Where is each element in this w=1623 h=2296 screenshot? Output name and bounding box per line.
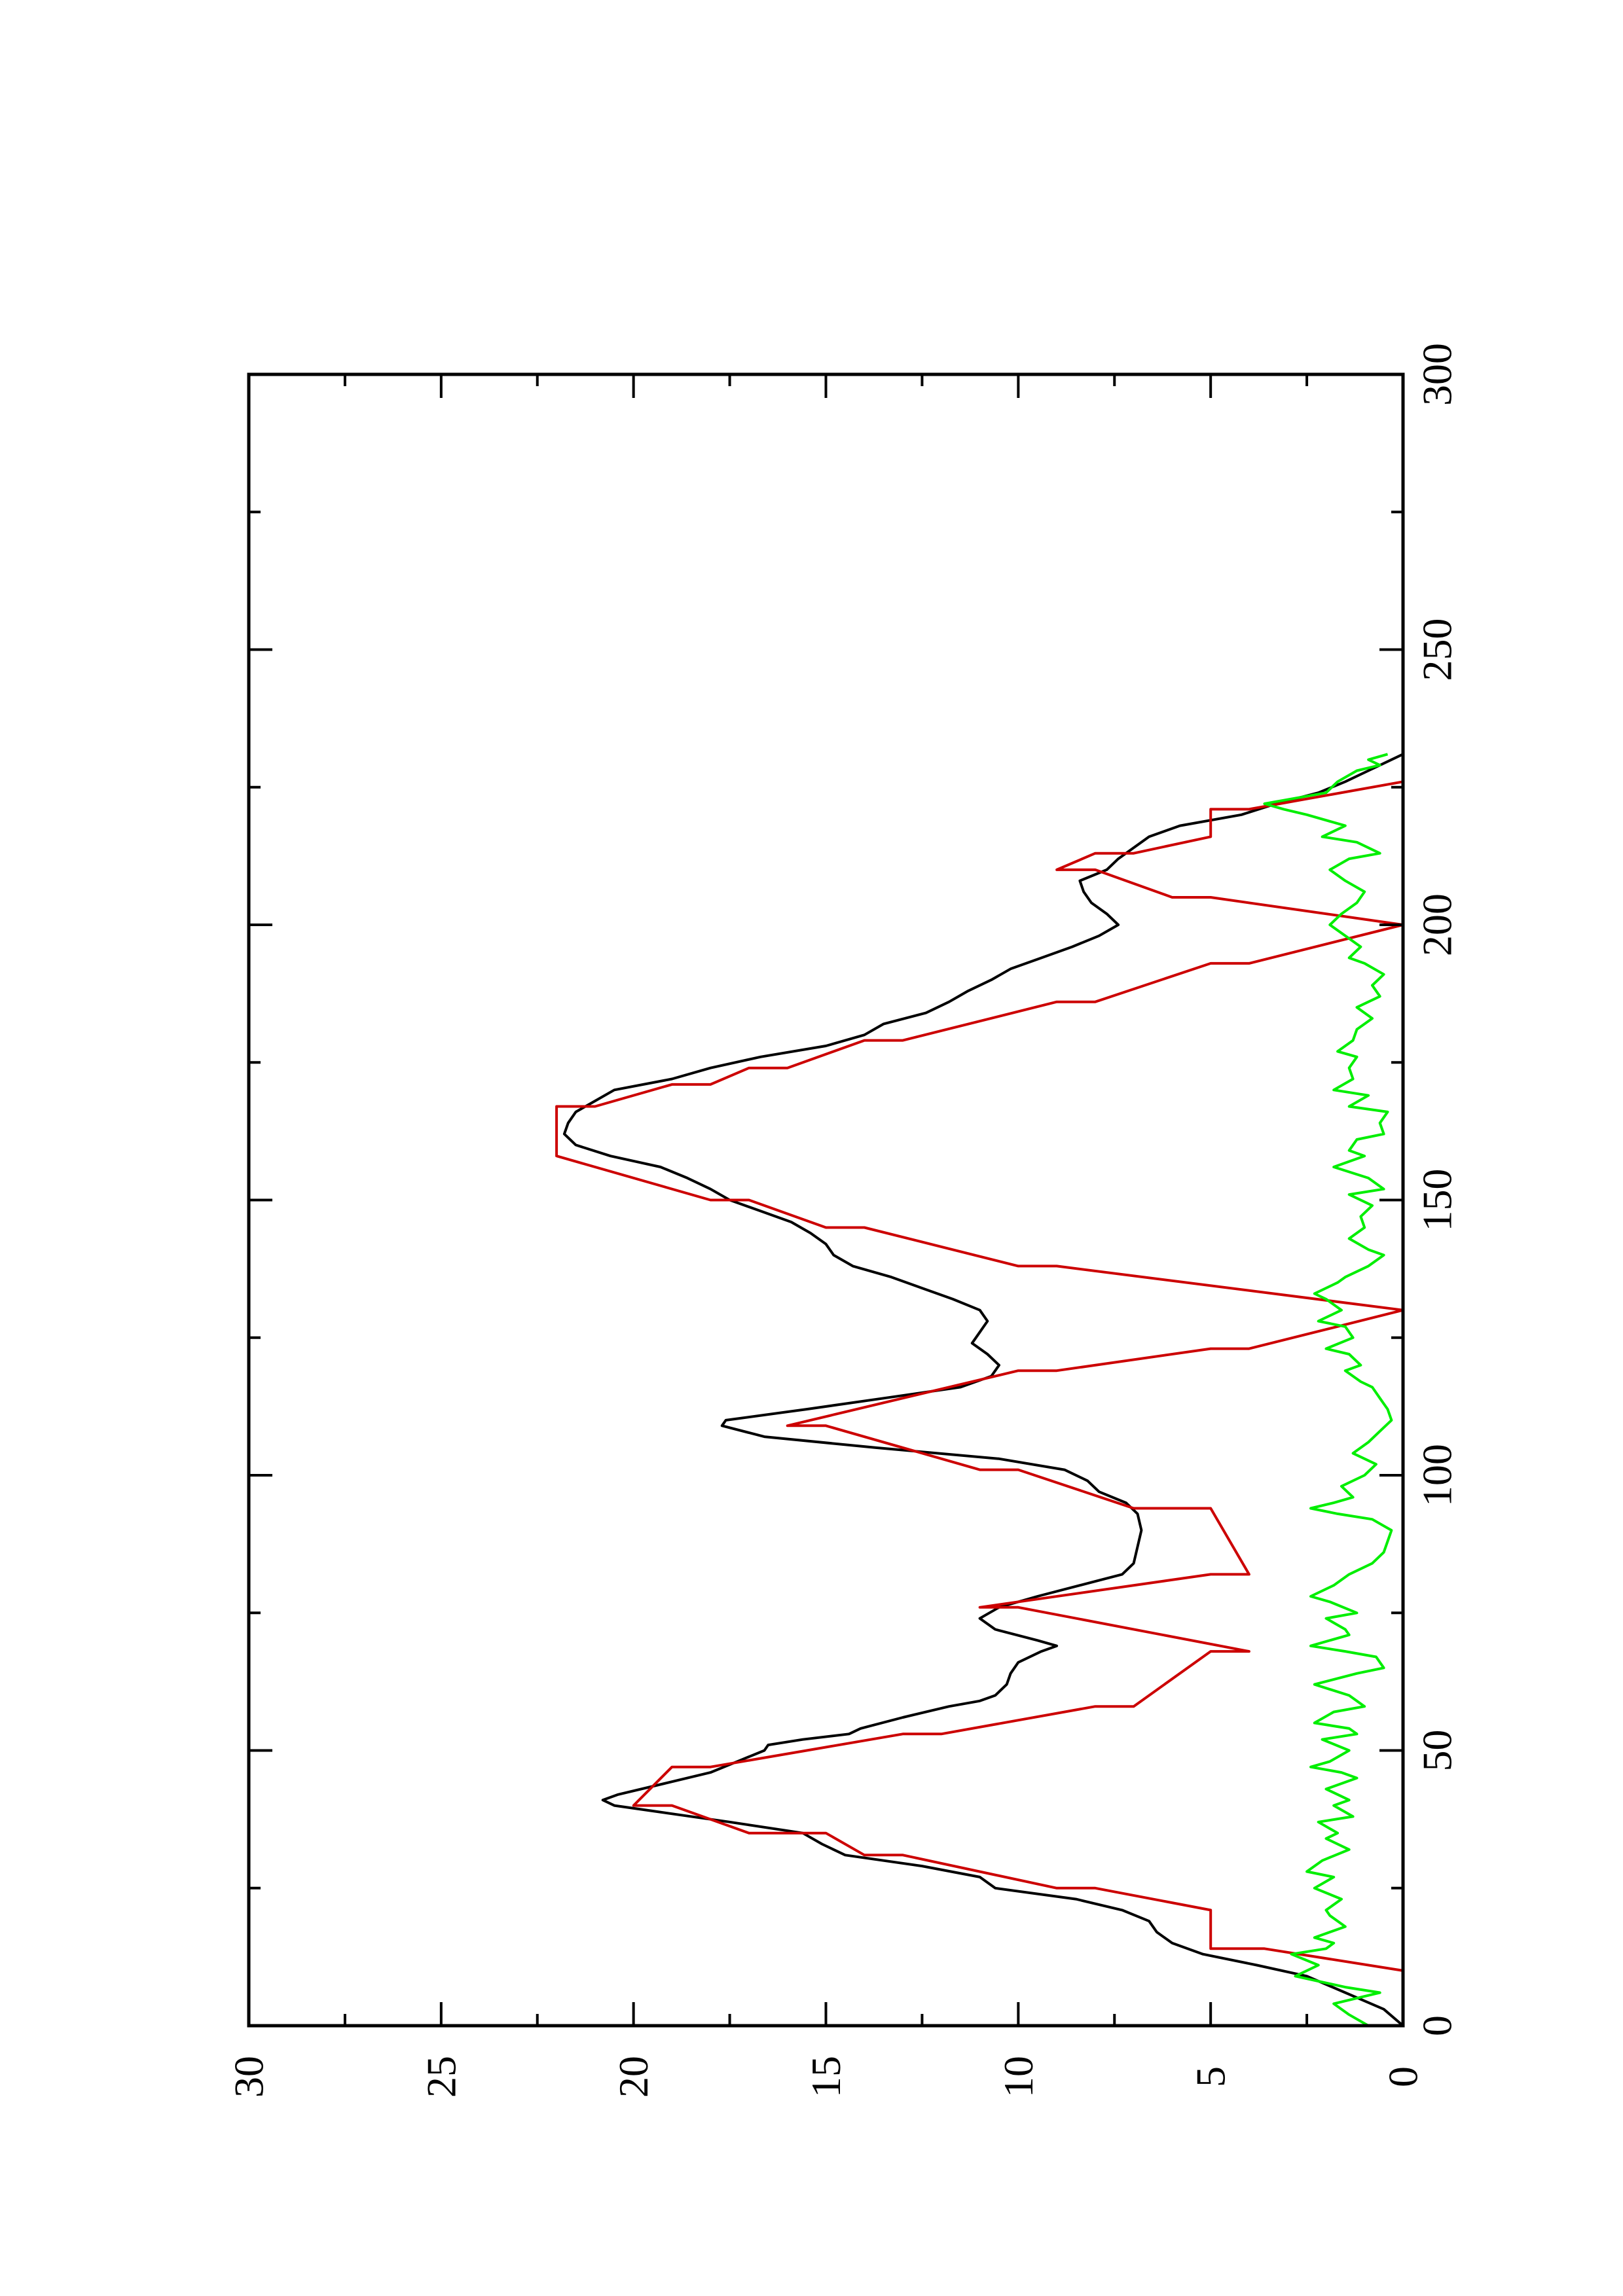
labels-layer: 0 50 100 150 200 250 300 0 5 10 15 20 25 30 — [226, 343, 1461, 2098]
y-tick-label: 5 — [1188, 2066, 1234, 2087]
ticks-layer — [247, 373, 1404, 2027]
y-tick-label: 30 — [226, 2056, 272, 2098]
series-line-1 — [562, 753, 1404, 2027]
plot-frame — [247, 372, 1405, 2028]
x-tick-label: 0 — [1414, 2015, 1461, 2036]
series-line-2 — [555, 780, 1404, 1972]
x-tick-label: 100 — [1414, 1444, 1461, 1507]
x-tick-label: 200 — [1414, 893, 1461, 956]
y-tick-label: 10 — [995, 2056, 1042, 2098]
y-tick-label: 20 — [610, 2056, 657, 2098]
x-tick-label: 250 — [1414, 619, 1461, 681]
x-tick-label: 50 — [1414, 1730, 1461, 1772]
y-tick-label: 0 — [1380, 2066, 1427, 2087]
y-tick-label: 15 — [803, 2056, 849, 2098]
y-tick-label: 25 — [418, 2056, 464, 2098]
x-tick-label: 300 — [1414, 343, 1461, 406]
series-layer — [555, 753, 1404, 2027]
series-line-3 — [1263, 753, 1393, 2027]
x-tick-label: 150 — [1414, 1169, 1461, 1232]
